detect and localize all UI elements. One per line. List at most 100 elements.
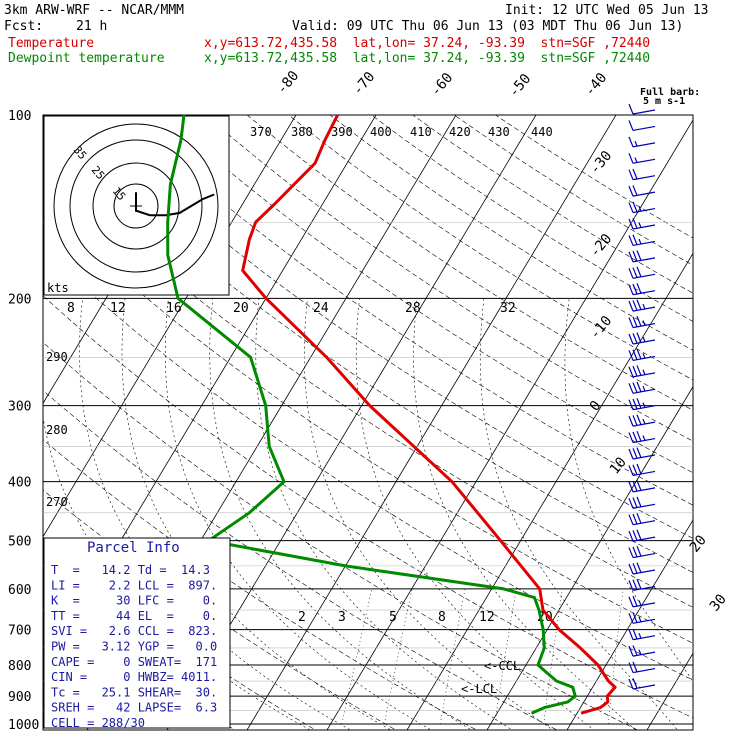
mixing-ratio-label: 28 — [405, 301, 421, 316]
isotherm-line — [43, 115, 297, 538]
isotherm-line — [406, 252, 693, 730]
dry-adiabat — [43, 204, 693, 644]
wind-barb-flag — [628, 317, 634, 328]
isotherm-line — [246, 115, 617, 730]
parcel-title: Parcel Info — [87, 540, 180, 556]
parcel-row: K = 30 LFC = 0. — [51, 594, 217, 608]
pressure-label: 200 — [8, 292, 31, 307]
wind-barb-flag — [632, 316, 638, 328]
wind-barb-flag — [628, 185, 634, 197]
wind-barb-flag — [636, 250, 642, 261]
isotherm-line — [723, 87, 740, 737]
parcel-row: CIN = 0 HWBZ= 4011. — [51, 670, 217, 684]
wind-barb-flag — [636, 578, 642, 590]
isotherm-line — [646, 652, 693, 730]
isotherm-line — [566, 519, 693, 730]
mixing-ratio-line — [440, 588, 466, 725]
pressure-label: 400 — [8, 476, 31, 491]
moist-adiabat — [304, 298, 554, 730]
isotherm-line — [326, 119, 693, 730]
wind-barb-flag — [632, 661, 638, 673]
wind-barb-flag — [632, 415, 638, 426]
mixing-ratio-line — [341, 588, 373, 725]
isotherm-label: -30 — [587, 148, 616, 178]
wind-barb-flag — [632, 333, 638, 344]
theta-label: 380 — [291, 125, 313, 139]
parcel-row: CELL = 288/30 — [51, 716, 145, 730]
wind-barb-flag — [632, 480, 638, 492]
dewpoint-legend: Dewpoint temperature — [8, 51, 165, 66]
wind-barb-half — [638, 238, 642, 245]
moist-adiabat — [564, 298, 693, 683]
hodograph-ring — [53, 123, 219, 289]
wind-barb-flag — [636, 496, 642, 508]
hodograph-units: kts — [47, 281, 69, 295]
hodograph-ring — [92, 162, 180, 250]
wind-barb-flag — [632, 530, 638, 541]
wind-barb-flag — [628, 481, 634, 493]
dry-adiabat — [370, 115, 693, 322]
moist-adiabat — [255, 298, 513, 730]
theta-label: 430 — [488, 125, 510, 139]
moist-adiabat — [413, 298, 636, 730]
wind-barb-flag — [632, 645, 638, 656]
wind-barb-flag — [632, 595, 638, 607]
pressure-label: 600 — [8, 583, 31, 598]
parcel-row: PW = 3.12 YGP = 0.0 — [51, 640, 217, 654]
wind-barb-flag — [628, 268, 634, 279]
pressure-label: 100 — [8, 109, 31, 124]
wind-barb-half — [634, 157, 638, 163]
wind-barb-flag — [636, 348, 642, 360]
ccl-annotation: <-CCL — [484, 659, 520, 673]
wind-barb-flag — [628, 465, 634, 476]
wind-barb-flag — [628, 645, 634, 657]
wind-barb-half — [642, 418, 646, 425]
theta-label: 370 — [250, 125, 272, 139]
wind-barb-half — [638, 600, 642, 606]
wind-barb-flag — [628, 169, 634, 180]
mixing-ratio-label: 16 — [166, 301, 182, 316]
pressure-label: 900 — [8, 690, 31, 705]
pressure-label: 1000 — [8, 718, 39, 733]
wind-barb-flag — [632, 185, 638, 196]
moist-adiabat — [43, 415, 311, 730]
wind-barb-flag — [636, 545, 642, 557]
barb-title: Full barb: — [640, 87, 700, 98]
isotherm-label: -80 — [274, 68, 303, 98]
wind-barb-flag — [628, 120, 634, 131]
wind-barb-flag — [632, 579, 638, 590]
theta-label: 420 — [449, 125, 471, 139]
wind-barb-flag — [628, 448, 634, 460]
theta-label-low: 280 — [46, 423, 68, 437]
forecast-hours: 21 h — [76, 19, 108, 34]
mixing-ratio-label-low: 2 — [298, 610, 306, 625]
isotherm-label: -70 — [350, 69, 379, 99]
mixing-ratio-label: 12 — [110, 301, 126, 316]
wind-barb-flag — [628, 580, 634, 591]
wind-barb-flag — [628, 251, 634, 263]
isotherm-label: -60 — [428, 70, 457, 100]
wind-barb-flag — [628, 563, 634, 575]
isotherm-label: -50 — [506, 71, 535, 101]
parcel-info-box: Parcel Info T = 14.2 Td = 14.3LI = 2.2 LC… — [43, 537, 231, 730]
wind-barb-flag — [636, 381, 642, 393]
wind-barb-half — [642, 435, 646, 441]
isotherm-label: 10 — [607, 454, 630, 477]
wind-barb-flag — [628, 662, 634, 673]
wind-barb-flag — [632, 365, 638, 377]
wind-barb-half — [642, 369, 646, 375]
mixing-ratio-line — [608, 588, 624, 725]
mixing-ratio-label-low: 5 — [389, 610, 397, 625]
wind-barb-flag — [632, 300, 638, 311]
wind-barb-flag — [636, 299, 642, 310]
wind-barb-flag — [628, 350, 634, 361]
wind-barb-flag — [628, 629, 634, 640]
wind-barb-half — [642, 336, 646, 343]
wind-barb-half — [638, 633, 642, 639]
wind-barb-flag — [632, 628, 638, 640]
wind-barbs: Full barb:5 m s-1 — [628, 87, 700, 690]
dewpoint-profile — [166, 115, 577, 715]
isotherm-label: 30 — [707, 591, 730, 614]
